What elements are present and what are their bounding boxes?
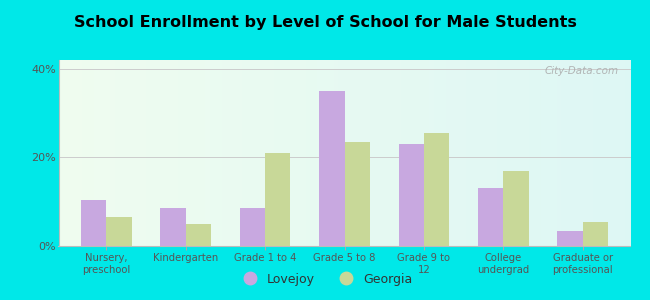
Bar	[503, 171, 529, 246]
Bar	[81, 200, 106, 246]
Bar	[398, 144, 424, 246]
Bar	[240, 208, 265, 246]
Bar	[160, 208, 186, 246]
Legend: Lovejoy, Georgia: Lovejoy, Georgia	[232, 268, 418, 291]
Text: School Enrollment by Level of School for Male Students: School Enrollment by Level of School for…	[73, 15, 577, 30]
Text: City-Data.com: City-Data.com	[545, 66, 619, 76]
Bar	[319, 91, 344, 246]
Bar	[106, 217, 131, 246]
Bar	[186, 224, 211, 246]
Bar	[478, 188, 503, 246]
Bar	[583, 222, 608, 246]
Bar	[344, 142, 370, 246]
Bar	[265, 153, 291, 246]
Bar	[424, 133, 449, 246]
Bar	[558, 230, 583, 246]
